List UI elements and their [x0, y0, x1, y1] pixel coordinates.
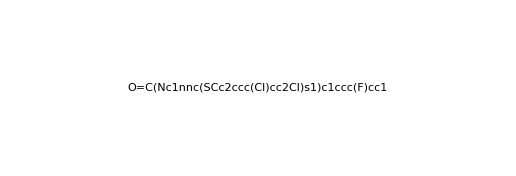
Text: O=C(Nc1nnc(SCc2ccc(Cl)cc2Cl)s1)c1ccc(F)cc1: O=C(Nc1nnc(SCc2ccc(Cl)cc2Cl)s1)c1ccc(F)c… [128, 83, 388, 93]
